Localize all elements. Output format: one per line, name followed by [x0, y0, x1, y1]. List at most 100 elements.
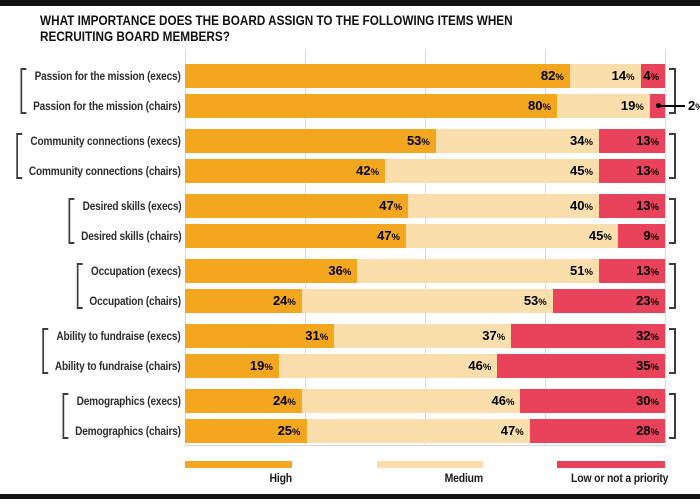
pair-label-column: Community connections (execs) Community c… — [0, 129, 185, 183]
percent-sign: % — [287, 397, 296, 408]
segment-value-label: 82% — [541, 67, 564, 85]
legend-label-high: High — [269, 471, 292, 485]
bar-segment-medium: 45% — [385, 159, 599, 183]
top-rule — [0, 0, 700, 6]
segment-value-label: 19% — [250, 357, 273, 375]
percent-sign: % — [319, 332, 329, 343]
chart-title: WHAT IMPORTANCE DOES THE BOARD ASSIGN TO… — [40, 13, 513, 45]
pair-labels: Passion for the mission (execs) Passion f… — [33, 64, 181, 118]
pair-label-inner: Community connections (execs) Community c… — [16, 129, 181, 183]
bar-pair: Desired skills (execs) Desired skills (ch… — [0, 194, 700, 248]
pair-label-column: Passion for the mission (execs) Passion f… — [0, 64, 185, 118]
percent-sign: % — [555, 72, 564, 83]
pair-bracket-right-icon — [669, 198, 676, 244]
segment-value-label: 40% — [570, 197, 593, 215]
pair-bracket-left-icon — [20, 68, 27, 114]
bar-segment-medium: 47% — [306, 419, 530, 443]
value-number: 4 — [643, 68, 651, 83]
value-number: 45 — [570, 163, 585, 178]
percent-sign: % — [650, 232, 659, 243]
callout-2pct-line — [660, 105, 685, 107]
bar-pair: Occupation (execs) Occupation (chairs) 36%… — [0, 259, 700, 313]
stacked-bar: 24% 46% 30% — [185, 389, 665, 413]
segment-value-label: 14% — [612, 67, 635, 85]
bar-pairs-container: Passion for the mission (execs) Passion f… — [0, 64, 700, 454]
bar-segment-high: 36% — [185, 259, 358, 283]
segment-value-label: 13% — [636, 197, 659, 215]
value-number: 51 — [570, 263, 585, 278]
bar-segment-high: 53% — [185, 129, 436, 153]
pair-bracket-left-icon — [42, 328, 49, 374]
percent-sign: % — [292, 427, 301, 438]
bar-pair: Demographics (execs) Demographics (chairs… — [0, 389, 700, 443]
pair-label-column: Ability to fundraise (execs) Ability to f… — [0, 324, 185, 378]
segment-value-label: 47% — [377, 227, 400, 245]
bar-segment-low: 30% — [520, 389, 665, 413]
percent-sign: % — [650, 427, 659, 438]
segment-value-label: 53% — [407, 132, 430, 150]
value-number: 53 — [406, 133, 422, 148]
row-label: Passion for the mission (execs) — [34, 69, 181, 83]
segment-value-label: 32% — [636, 327, 659, 345]
bar-segment-high: 19% — [185, 354, 279, 378]
percent-sign: % — [505, 397, 515, 408]
value-number: 34 — [570, 133, 585, 148]
segment-value-label: 4% — [643, 67, 659, 85]
value-number: 47 — [379, 198, 394, 213]
bar-segment-low: 35% — [497, 354, 665, 378]
percent-sign: % — [650, 397, 659, 408]
segment-value-label: 45% — [589, 227, 612, 245]
percent-sign: % — [542, 102, 551, 113]
pair-label-inner: Demographics (execs) Demographics (chairs… — [62, 389, 181, 443]
bar-segment-low: 32% — [511, 324, 665, 348]
pair-label-column: Demographics (execs) Demographics (chairs… — [0, 389, 185, 443]
row-label: Ability to fundraise (execs) — [56, 329, 181, 343]
stacked-bar: 31% 37% 32% — [185, 324, 665, 348]
segment-value-label: 25% — [278, 422, 301, 440]
value-number: 2 — [688, 98, 696, 113]
stacked-bar: 25% 47% 28% — [185, 419, 665, 443]
pair-bars: 24% 46% 30% 25% 47% 28% — [185, 389, 665, 443]
pair-label-inner: Occupation (execs) Occupation (chairs) — [76, 259, 181, 313]
stacked-bar: 42% 45% 13% — [185, 159, 666, 183]
value-number: 80 — [528, 98, 543, 113]
bar-pair: Ability to fundraise (execs) Ability to f… — [0, 324, 700, 378]
pair-label-inner: Ability to fundraise (execs) Ability to f… — [42, 324, 181, 378]
segment-value-label: 24% — [273, 392, 296, 410]
segment-value-label: 36% — [328, 262, 351, 280]
pair-label-inner: Desired skills (execs) Desired skills (ch… — [68, 194, 181, 248]
segment-value-label: 80% — [528, 97, 551, 115]
bar-segment-high: 24% — [185, 389, 302, 413]
value-number: 42 — [356, 163, 371, 178]
percent-sign: % — [603, 232, 612, 243]
stacked-bar: 19% 46% 35% — [185, 354, 665, 378]
bar-segment-high: 42% — [185, 159, 386, 183]
value-number: 19 — [249, 358, 265, 373]
percent-sign: % — [626, 72, 635, 83]
row-label: Ability to fundraise (chairs) — [55, 359, 181, 373]
value-number: 35 — [636, 358, 651, 373]
percent-sign: % — [393, 202, 403, 213]
value-number: 24 — [272, 393, 288, 408]
row-label: Desired skills (execs) — [82, 199, 181, 213]
percent-sign: % — [584, 202, 593, 213]
percent-sign: % — [584, 137, 593, 148]
value-number: 47 — [500, 423, 516, 438]
pair-labels: Ability to fundraise (execs) Ability to f… — [55, 324, 181, 378]
stacked-bar: 80%19%2% — [185, 94, 700, 118]
stacked-bar: 82% 14% 4% — [185, 64, 666, 88]
value-number: 14 — [611, 68, 627, 83]
bar-segment-low: 13% — [598, 129, 665, 153]
pair-bars: 53% 34% 13% 42% 45% 13% — [185, 129, 666, 183]
percent-sign: % — [650, 137, 659, 148]
segment-value-label: 9% — [643, 227, 659, 245]
value-number: 30 — [636, 393, 651, 408]
bar-segment-high: 31% — [185, 324, 335, 348]
pair-bars: 47% 40% 13% 47% 45% 9% — [185, 194, 665, 248]
row-label: Occupation (execs) — [91, 264, 181, 278]
legend-label-medium: Medium — [444, 471, 484, 485]
segment-value-label: 53% — [524, 292, 547, 310]
bottom-rule — [0, 494, 700, 499]
bar-segment-medium: 46% — [278, 354, 498, 378]
value-number: 46 — [468, 358, 483, 373]
